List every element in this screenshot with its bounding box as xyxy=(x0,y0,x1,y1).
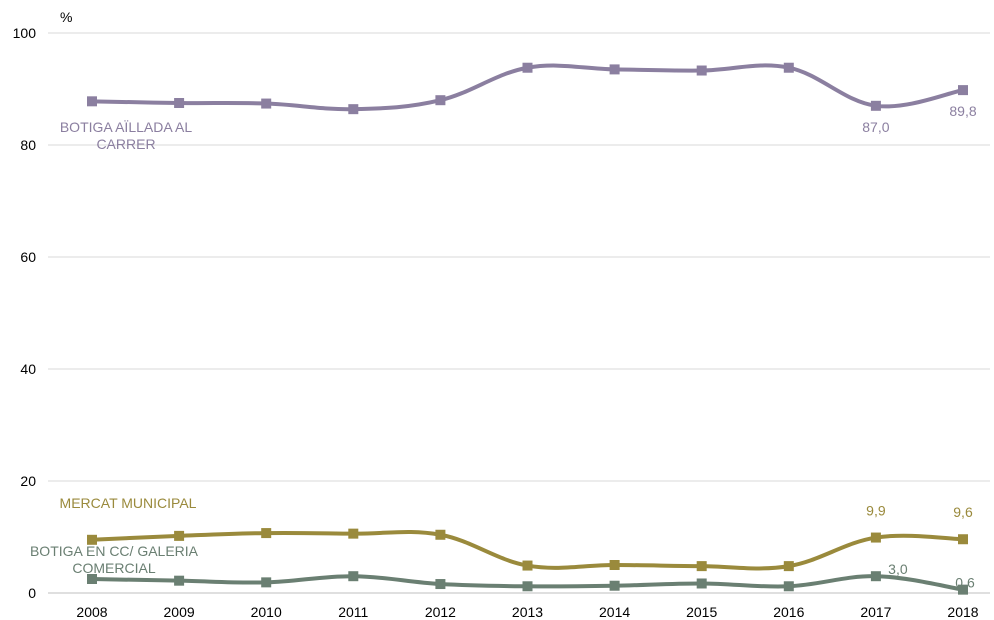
y-tick-label: 100 xyxy=(13,25,37,41)
data-point-marker xyxy=(783,581,794,592)
data-point-marker xyxy=(348,104,359,115)
series-name-label: CARRER xyxy=(96,136,155,152)
x-tick-label: 2014 xyxy=(599,604,630,620)
data-point-marker xyxy=(87,574,97,584)
data-point-marker xyxy=(958,85,968,96)
x-tick-label: 2018 xyxy=(947,604,978,620)
data-point-marker xyxy=(435,579,446,590)
data-point-marker xyxy=(958,584,968,595)
data-label: 9,6 xyxy=(953,504,973,520)
data-point-marker xyxy=(609,560,620,570)
y-axis-ticks: 0 20 40 60 80 100 xyxy=(13,25,37,601)
data-label: 87,0 xyxy=(862,119,889,135)
data-label: 89,8 xyxy=(949,103,976,119)
series-name-label: MERCAT MUNICIPAL xyxy=(60,495,197,511)
y-tick-label: 20 xyxy=(20,473,36,489)
x-tick-label: 2009 xyxy=(164,604,195,620)
data-point-marker xyxy=(783,561,794,572)
data-point-marker xyxy=(261,528,272,539)
y-tick-label: 80 xyxy=(20,137,36,153)
data-labels: 87,0 89,8 9,9 9,6 3,0 0,6 xyxy=(862,103,977,591)
data-label: 9,9 xyxy=(866,503,886,519)
data-point-marker xyxy=(435,529,446,540)
y-tick-label: 40 xyxy=(20,361,36,377)
data-point-marker xyxy=(348,528,359,539)
x-tick-label: 2008 xyxy=(76,604,107,620)
x-tick-label: 2012 xyxy=(425,604,456,620)
data-point-marker xyxy=(870,532,881,543)
y-tick-label: 0 xyxy=(28,585,36,601)
y-axis-label: % xyxy=(60,9,72,25)
series-group xyxy=(87,62,968,595)
gridlines xyxy=(48,32,990,594)
data-point-marker xyxy=(348,571,359,582)
y-tick-label: 60 xyxy=(20,249,36,265)
x-tick-label: 2015 xyxy=(686,604,717,620)
x-tick-label: 2013 xyxy=(512,604,543,620)
data-point-marker xyxy=(609,64,620,75)
data-point-marker xyxy=(870,571,881,582)
data-point-marker xyxy=(87,534,97,545)
data-label: 3,0 xyxy=(888,561,908,577)
data-point-marker xyxy=(174,530,185,541)
data-point-marker xyxy=(870,100,881,111)
data-point-marker xyxy=(261,577,272,588)
data-point-marker xyxy=(609,580,620,591)
data-point-marker xyxy=(696,578,707,589)
data-point-marker xyxy=(87,96,97,107)
data-point-marker xyxy=(435,95,446,106)
series-name-label: BOTIGA EN CC/ GALERIA xyxy=(30,543,199,559)
x-tick-label: 2011 xyxy=(338,604,368,620)
x-tick-label: 2016 xyxy=(773,604,804,620)
data-point-marker xyxy=(696,561,707,572)
data-point-marker xyxy=(696,65,707,76)
x-tick-label: 2017 xyxy=(860,604,891,620)
data-point-marker xyxy=(783,62,794,73)
series-name-label: BOTIGA AÏLLADA AL xyxy=(60,119,193,135)
data-point-marker xyxy=(174,575,185,586)
x-axis-ticks: 2008 2009 2010 2011 2012 2013 2014 2015 2016 2017… xyxy=(76,604,978,620)
data-label: 0,6 xyxy=(955,575,975,591)
data-point-marker xyxy=(174,98,185,108)
data-point-marker xyxy=(522,560,533,571)
series-name-label: COMERCIAL xyxy=(72,560,155,576)
data-point-marker xyxy=(261,98,272,109)
x-tick-label: 2010 xyxy=(251,604,282,620)
data-point-marker xyxy=(522,62,533,73)
data-point-marker xyxy=(958,534,968,545)
data-point-marker xyxy=(522,581,533,592)
